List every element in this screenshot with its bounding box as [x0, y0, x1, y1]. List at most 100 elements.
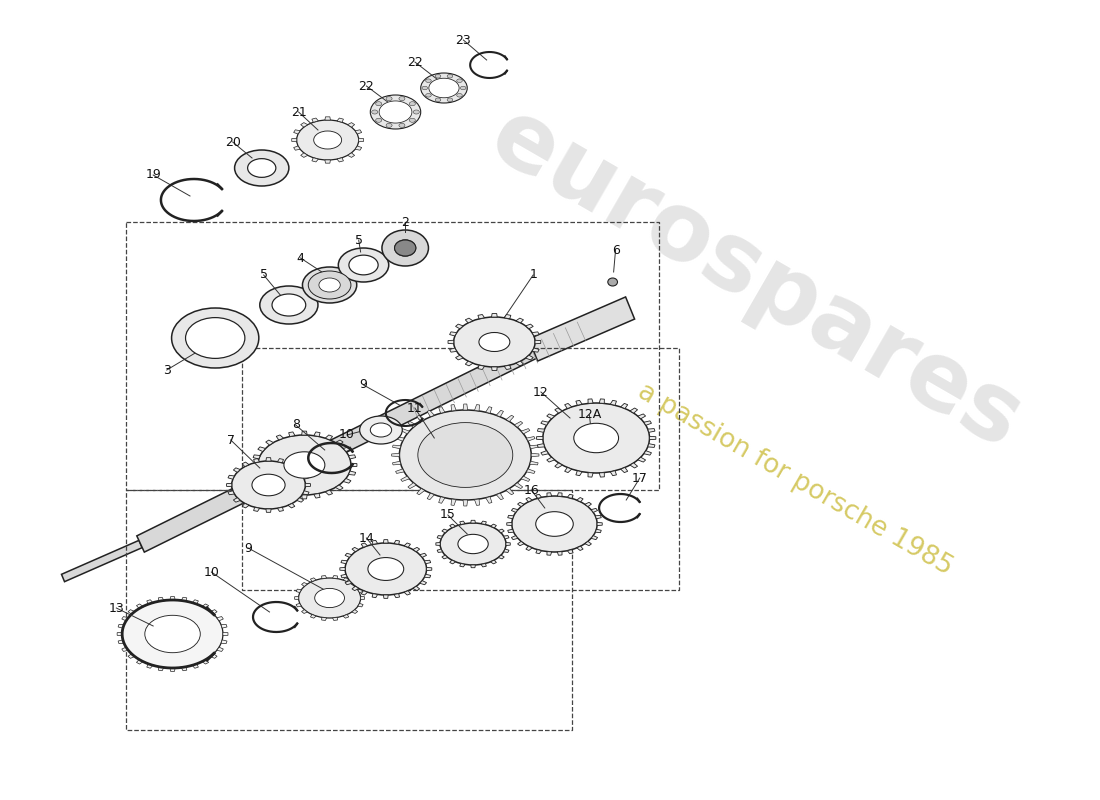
- Ellipse shape: [399, 123, 405, 127]
- Ellipse shape: [186, 318, 245, 358]
- Polygon shape: [227, 483, 232, 486]
- Ellipse shape: [399, 97, 405, 101]
- Polygon shape: [448, 340, 454, 344]
- Polygon shape: [396, 469, 404, 474]
- Polygon shape: [400, 476, 409, 482]
- Polygon shape: [417, 415, 425, 422]
- Polygon shape: [352, 610, 358, 614]
- Text: 13: 13: [109, 602, 124, 614]
- Polygon shape: [337, 158, 343, 162]
- Polygon shape: [506, 542, 510, 546]
- Polygon shape: [425, 574, 431, 578]
- Polygon shape: [136, 342, 537, 552]
- Polygon shape: [450, 348, 456, 352]
- Polygon shape: [122, 617, 129, 621]
- Polygon shape: [182, 666, 187, 670]
- Polygon shape: [394, 540, 399, 544]
- Polygon shape: [242, 462, 249, 466]
- Polygon shape: [532, 348, 539, 352]
- Polygon shape: [349, 455, 355, 459]
- Polygon shape: [355, 130, 362, 134]
- Polygon shape: [576, 546, 583, 550]
- Polygon shape: [292, 138, 297, 142]
- Polygon shape: [300, 153, 308, 158]
- Polygon shape: [504, 549, 509, 553]
- Polygon shape: [541, 421, 549, 426]
- Polygon shape: [359, 138, 364, 142]
- Ellipse shape: [122, 600, 223, 668]
- Polygon shape: [451, 499, 456, 506]
- Polygon shape: [210, 610, 217, 614]
- Polygon shape: [504, 314, 510, 319]
- Ellipse shape: [414, 110, 419, 114]
- Polygon shape: [343, 614, 349, 618]
- Polygon shape: [530, 445, 538, 449]
- Polygon shape: [117, 632, 122, 636]
- Ellipse shape: [608, 278, 617, 286]
- Polygon shape: [649, 436, 656, 440]
- Polygon shape: [343, 478, 351, 483]
- Polygon shape: [295, 597, 299, 599]
- Polygon shape: [221, 640, 227, 644]
- Ellipse shape: [426, 79, 431, 82]
- Polygon shape: [310, 614, 316, 618]
- Polygon shape: [301, 431, 307, 435]
- Polygon shape: [638, 414, 646, 418]
- Polygon shape: [62, 540, 142, 582]
- Polygon shape: [302, 490, 309, 494]
- Ellipse shape: [409, 102, 416, 106]
- Polygon shape: [576, 400, 582, 406]
- Polygon shape: [217, 617, 223, 621]
- Polygon shape: [341, 574, 348, 578]
- Polygon shape: [471, 565, 475, 568]
- Polygon shape: [394, 594, 399, 598]
- Polygon shape: [348, 153, 354, 158]
- Polygon shape: [439, 406, 444, 414]
- Polygon shape: [372, 594, 377, 598]
- Polygon shape: [202, 604, 209, 609]
- Polygon shape: [301, 582, 308, 586]
- Polygon shape: [358, 603, 363, 607]
- Polygon shape: [321, 575, 327, 578]
- Polygon shape: [531, 454, 539, 457]
- Polygon shape: [136, 604, 143, 609]
- Polygon shape: [492, 314, 497, 317]
- Ellipse shape: [145, 615, 200, 653]
- Text: a passion for porsche 1985: a passion for porsche 1985: [632, 379, 957, 581]
- Polygon shape: [427, 567, 432, 570]
- Polygon shape: [384, 540, 388, 543]
- Polygon shape: [521, 429, 530, 434]
- Ellipse shape: [339, 248, 388, 282]
- Ellipse shape: [386, 123, 392, 127]
- Ellipse shape: [360, 416, 403, 444]
- Polygon shape: [506, 415, 514, 422]
- Polygon shape: [266, 458, 271, 461]
- Polygon shape: [233, 498, 240, 502]
- Polygon shape: [568, 550, 573, 554]
- Polygon shape: [345, 554, 352, 558]
- Polygon shape: [321, 618, 327, 621]
- Polygon shape: [301, 610, 308, 614]
- Polygon shape: [481, 521, 486, 525]
- Polygon shape: [620, 403, 628, 409]
- Ellipse shape: [461, 86, 466, 90]
- Ellipse shape: [345, 543, 427, 595]
- Text: 11: 11: [407, 402, 422, 414]
- Polygon shape: [355, 146, 362, 150]
- Polygon shape: [518, 502, 524, 506]
- Polygon shape: [372, 540, 377, 544]
- Polygon shape: [442, 555, 448, 559]
- Polygon shape: [547, 493, 552, 497]
- Polygon shape: [536, 494, 541, 498]
- Ellipse shape: [315, 589, 344, 608]
- Polygon shape: [558, 493, 562, 497]
- Polygon shape: [182, 598, 187, 602]
- Polygon shape: [526, 355, 534, 360]
- Polygon shape: [170, 597, 175, 600]
- Polygon shape: [427, 410, 434, 417]
- Ellipse shape: [420, 73, 468, 103]
- Polygon shape: [146, 600, 153, 604]
- Ellipse shape: [284, 452, 324, 478]
- Polygon shape: [297, 468, 304, 472]
- Polygon shape: [277, 458, 284, 462]
